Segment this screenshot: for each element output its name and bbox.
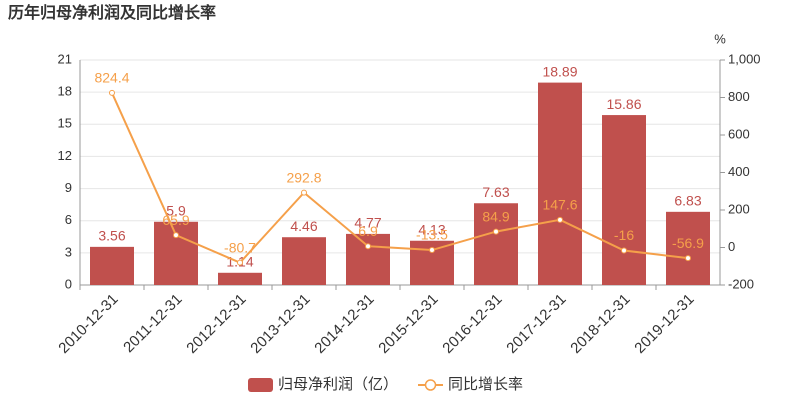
line-value-label: 6.9 xyxy=(358,223,378,239)
line-point xyxy=(685,255,691,262)
y-tick-label: 0 xyxy=(65,276,72,291)
bar-value-label: 4.77 xyxy=(354,215,381,231)
bar-value-label: 4.13 xyxy=(418,221,445,237)
bar xyxy=(538,82,582,285)
x-tick-label: 2016-12-31 xyxy=(439,291,505,357)
bar-value-label: 3.56 xyxy=(98,228,125,244)
bar xyxy=(282,237,326,285)
bar-value-label: 7.63 xyxy=(482,184,509,200)
legend-item: 同比增长率 xyxy=(418,376,523,393)
y2-tick-label: 400 xyxy=(728,164,750,179)
line-point xyxy=(429,247,435,254)
line-point xyxy=(365,243,371,250)
line-point xyxy=(237,259,243,266)
legend-label: 同比增长率 xyxy=(448,376,523,393)
bar xyxy=(218,272,262,285)
x-tick-label: 2013-12-31 xyxy=(247,291,313,357)
y-tick-label: 21 xyxy=(58,51,72,66)
bar-value-label: 5.9 xyxy=(166,202,186,218)
line-value-label: -13.5 xyxy=(416,227,448,243)
chart-title: 历年归母净利润及同比增长率 xyxy=(8,3,216,22)
line-point xyxy=(557,216,563,223)
legend-swatch-point xyxy=(424,379,437,391)
bar xyxy=(154,221,198,285)
bar-value-label: 4.46 xyxy=(290,218,317,234)
x-tick-label: 2019-12-31 xyxy=(631,291,697,357)
legend-item: 归母净利润（亿） xyxy=(248,376,398,393)
legend-swatch xyxy=(248,378,273,392)
bar xyxy=(474,203,518,285)
y-tick-label: 18 xyxy=(58,84,72,99)
bar xyxy=(90,246,134,285)
line-value-label: 147.6 xyxy=(542,197,577,213)
y2-axis-label: % xyxy=(714,31,726,46)
x-tick-label: 2018-12-31 xyxy=(567,291,633,357)
y2-tick-label: 0 xyxy=(728,239,735,254)
y-tick-label: 9 xyxy=(65,180,72,195)
y2-tick-label: 600 xyxy=(728,126,750,141)
line-value-label: -16 xyxy=(614,227,634,243)
legend-label: 归母净利润（亿） xyxy=(278,376,398,393)
line-point xyxy=(493,228,499,235)
bar-value-label: 6.83 xyxy=(674,193,701,209)
line-value-label: 292.8 xyxy=(286,169,321,185)
line-value-label: -56.9 xyxy=(672,235,704,251)
x-tick-label: 2012-12-31 xyxy=(183,291,249,357)
x-tick-label: 2014-12-31 xyxy=(311,291,377,357)
y-tick-label: 3 xyxy=(65,244,72,259)
y-tick-label: 6 xyxy=(65,212,72,227)
line xyxy=(111,92,689,264)
x-tick-label: 2017-12-31 xyxy=(503,291,569,357)
y2-tick-label: -200 xyxy=(728,276,754,291)
bar xyxy=(666,211,710,285)
y-tick-label: 15 xyxy=(58,116,72,131)
line-point xyxy=(301,189,307,196)
line-point xyxy=(173,232,179,239)
x-tick-label: 2011-12-31 xyxy=(120,291,185,356)
x-tick-label: 2010-12-31 xyxy=(55,291,121,357)
bar-value-label: 18.89 xyxy=(542,63,577,79)
line-point xyxy=(621,247,627,254)
bar xyxy=(346,233,390,285)
bar xyxy=(602,115,646,285)
line-value-label: -80.7 xyxy=(224,239,256,255)
x-tick-label: 2015-12-31 xyxy=(375,291,441,357)
line-value-label: 65.9 xyxy=(162,212,189,228)
y2-tick-label: 200 xyxy=(728,201,750,216)
line-point xyxy=(109,89,115,96)
y2-tick-label: 800 xyxy=(728,89,750,104)
y2-tick-label: 1,000 xyxy=(728,51,761,66)
line-value-label: 84.9 xyxy=(482,208,509,224)
line-value-label: 824.4 xyxy=(94,70,129,86)
bar-value-label: 15.86 xyxy=(606,96,641,112)
y-tick-label: 12 xyxy=(58,148,72,163)
